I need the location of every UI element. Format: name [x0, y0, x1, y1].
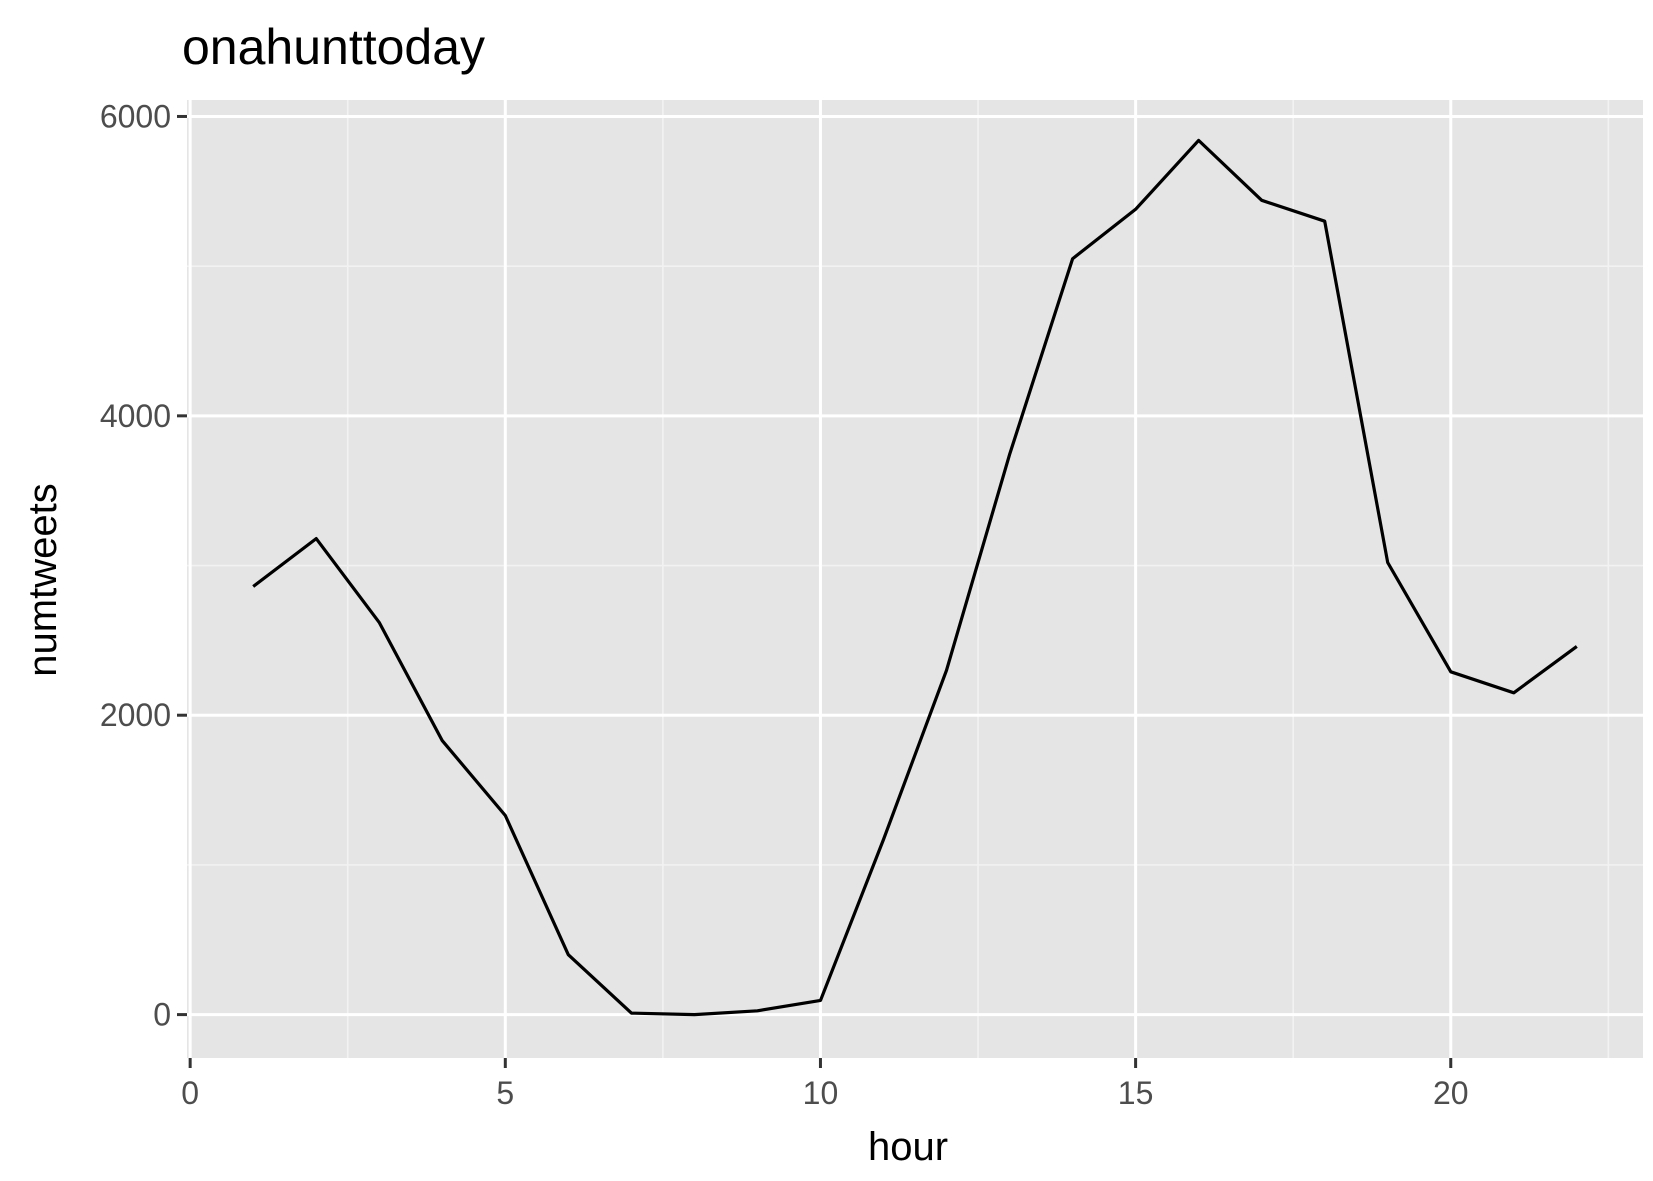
- y-tick-label: 2000: [100, 697, 171, 733]
- y-tick-label: 0: [153, 997, 171, 1033]
- x-axis-title: hour: [868, 1125, 948, 1169]
- x-tick-label: 15: [1118, 1075, 1154, 1111]
- y-axis: 0 2000 4000 6000: [100, 98, 187, 1033]
- y-axis-title: numtweets: [21, 483, 65, 676]
- x-tick-label: 0: [181, 1075, 199, 1111]
- major-gridlines: [187, 100, 1643, 1058]
- y-tick-label: 4000: [100, 398, 171, 434]
- series-line: [252, 138, 1578, 1017]
- x-tick-label: 10: [803, 1075, 839, 1111]
- x-tick-label: 5: [496, 1075, 514, 1111]
- y-tick-label: 6000: [100, 98, 171, 134]
- plot-panel: [187, 100, 1643, 1058]
- chart-title: onahunttoday: [182, 19, 485, 75]
- minor-gridlines: [187, 100, 1643, 1058]
- x-axis: 0 5 10 15 20: [181, 1058, 1469, 1111]
- x-tick-label: 20: [1433, 1075, 1469, 1111]
- series-layer: [252, 138, 1578, 1017]
